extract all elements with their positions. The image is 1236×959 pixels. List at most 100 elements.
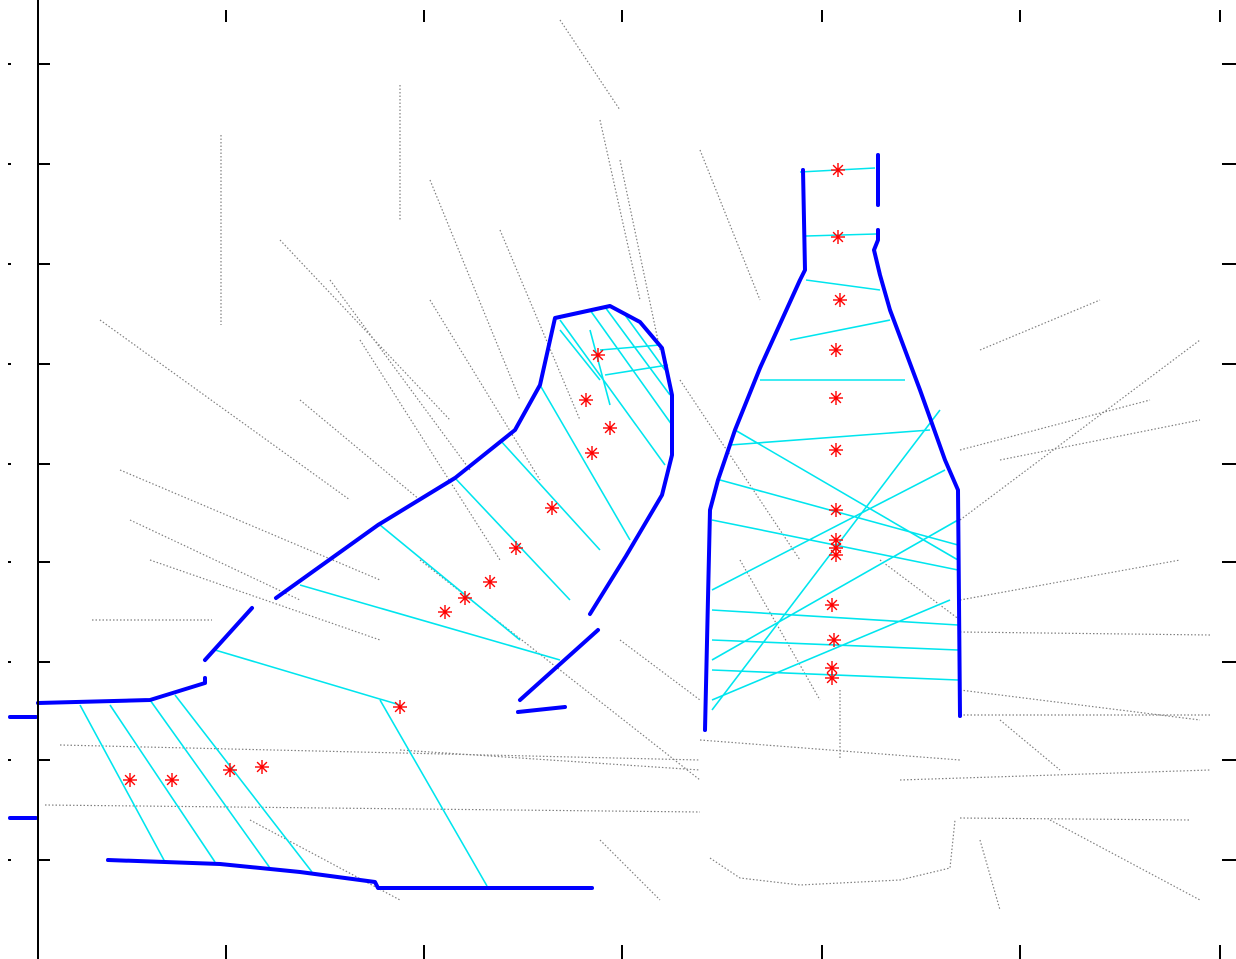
boundary-line-4 (274, 304, 674, 616)
edge-line-25 (119, 469, 381, 581)
rib-line-15 (559, 329, 601, 381)
rib-line-14 (624, 314, 666, 371)
rib-lines-group (79, 167, 959, 887)
edge-line-37 (149, 559, 381, 641)
rib-line-22 (789, 319, 891, 341)
edge-line-12 (599, 119, 641, 301)
edge-line-10 (299, 399, 421, 501)
medial-axis-point-13 (591, 348, 605, 362)
medial-axis-point-3 (255, 760, 269, 774)
rib-line-24 (734, 429, 959, 561)
rib-line-31 (711, 409, 941, 711)
edge-line-31 (249, 819, 401, 901)
edge-line-42 (739, 559, 821, 701)
rib-line-18 (604, 364, 669, 376)
edge-line-32 (999, 719, 1061, 771)
boundary-lines-group (8, 153, 962, 890)
medial-axis-point-26 (825, 661, 839, 675)
edge-lines-group (44, 19, 1211, 911)
rib-line-11 (559, 319, 666, 466)
edge-line-24 (329, 279, 471, 471)
edge-line-26 (129, 519, 301, 601)
edge-line-28 (599, 839, 661, 901)
edge-line-41 (359, 339, 501, 561)
rib-line-32 (729, 429, 931, 446)
rib-line-7 (379, 524, 521, 641)
rib-line-1 (109, 704, 216, 863)
edge-line-38 (619, 639, 701, 701)
medial-axis-point-19 (829, 443, 843, 457)
medial-axis-point-23 (829, 548, 843, 562)
edge-line-33 (959, 559, 1181, 601)
edge-line-22 (429, 179, 521, 401)
rib-line-28 (711, 639, 959, 651)
edge-line-39 (429, 299, 541, 481)
rib-line-2 (149, 699, 271, 869)
medial-axis-point-9 (545, 501, 559, 515)
edge-line-18 (59, 744, 701, 761)
rib-line-27 (711, 469, 946, 591)
edge-line-36 (999, 419, 1201, 461)
boundary-line-3 (203, 606, 254, 662)
edge-line-20 (899, 769, 1211, 781)
medial-axis-point-14 (831, 163, 845, 177)
edge-line-27 (679, 379, 801, 561)
medial-axis-point-8 (509, 541, 523, 555)
edge-line-43 (879, 559, 961, 621)
edge-line-19 (399, 749, 701, 771)
medial-axis-point-15 (831, 230, 845, 244)
edge-line-40 (279, 239, 451, 421)
edge-line-9 (99, 319, 351, 501)
rib-line-34 (711, 519, 959, 661)
medial-axis-point-2 (223, 763, 237, 777)
rib-line-10 (539, 384, 631, 541)
rib-line-6 (299, 584, 561, 661)
medial-axis-point-1 (165, 773, 179, 787)
edge-line-2 (959, 631, 1211, 636)
edge-line-7 (709, 819, 956, 886)
rib-line-26 (711, 519, 959, 571)
rib-line-13 (604, 306, 671, 396)
medial-axis-point-16 (833, 293, 847, 307)
boundary-line-8 (703, 168, 807, 732)
edge-line-35 (979, 299, 1101, 351)
edge-line-21 (499, 229, 581, 421)
boundary-line-10 (872, 228, 962, 718)
rib-line-16 (589, 329, 611, 406)
rib-line-4 (379, 699, 488, 887)
medial-axis-point-20 (829, 503, 843, 517)
rib-line-21 (805, 279, 881, 291)
medial-axis-points-group (123, 163, 847, 787)
medial-axis-point-7 (483, 575, 497, 589)
medial-axis-point-0 (123, 773, 137, 787)
rib-line-30 (711, 599, 951, 701)
medial-axis-point-24 (825, 598, 839, 612)
boundary-line-7 (106, 858, 594, 890)
rib-line-0 (79, 704, 166, 863)
rib-line-5 (214, 649, 401, 706)
rib-line-17 (599, 344, 661, 351)
edge-line-14 (959, 339, 1201, 521)
rib-line-8 (454, 477, 571, 601)
medial-axis-point-11 (603, 421, 617, 435)
medial-axis-point-5 (438, 605, 452, 619)
rib-line-9 (499, 439, 601, 551)
medial-axis-point-10 (585, 446, 599, 460)
edge-line-23 (619, 159, 661, 351)
rib-line-33 (711, 609, 959, 626)
edge-line-29 (979, 839, 1001, 911)
rib-line-12 (589, 309, 673, 426)
boundary-line-6 (516, 705, 567, 714)
edge-line-4 (959, 817, 1191, 821)
rib-line-3 (174, 694, 313, 873)
medial-axis-point-4 (393, 700, 407, 714)
boundary-line-5 (518, 628, 600, 702)
axes-frame (8, 0, 1236, 959)
medial-axis-point-25 (827, 633, 841, 647)
medial-axis-point-27 (825, 671, 839, 685)
edge-line-17 (699, 739, 961, 761)
medial-axis-point-17 (829, 343, 843, 357)
medial-axis-point-6 (458, 591, 472, 605)
edge-line-1 (44, 804, 701, 813)
